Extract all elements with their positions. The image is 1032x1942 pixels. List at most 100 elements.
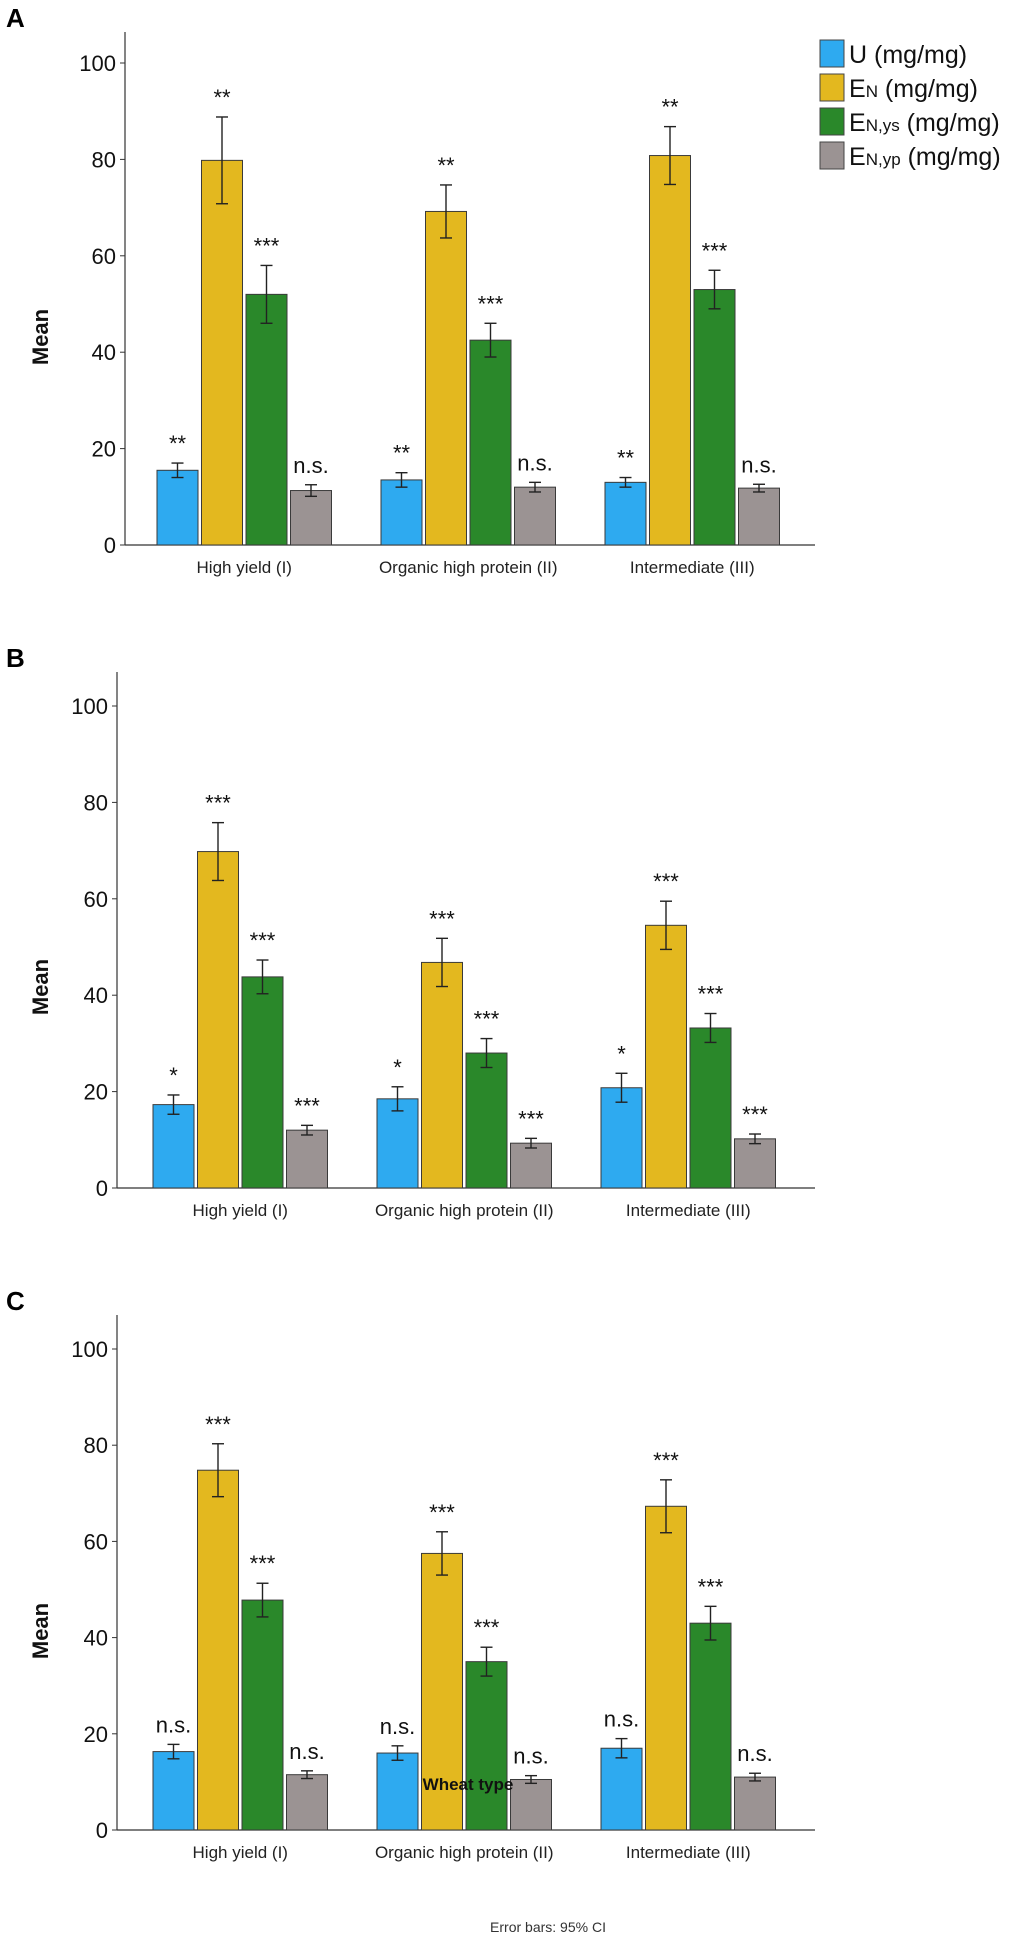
- x-category-label: Intermediate (III): [630, 558, 755, 577]
- significance-label: ***: [474, 1007, 500, 1032]
- bar-en-ys: [465, 1661, 508, 1831]
- bar-en: [197, 851, 239, 1189]
- significance-label: n.s.: [289, 1739, 324, 1764]
- bar-u: [376, 1752, 419, 1831]
- y-tick-label: 80: [92, 147, 116, 172]
- significance-label: **: [617, 446, 635, 471]
- significance-label: n.s.: [604, 1707, 639, 1732]
- bar-en-ys: [241, 976, 284, 1189]
- significance-label: n.s.: [293, 453, 328, 478]
- significance-label: *: [393, 1055, 402, 1080]
- significance-label: ***: [205, 791, 231, 816]
- bar-en-ys: [465, 1052, 508, 1189]
- x-axis-title: Wheat type: [423, 1775, 514, 1794]
- x-category-label: Intermediate (III): [626, 1201, 751, 1220]
- significance-label: ***: [474, 1615, 500, 1640]
- legend: U (mg/mg) EN (mg/mg) EN,ys (mg/mg) EN,yp…: [819, 39, 1001, 171]
- bar-u: [600, 1087, 643, 1189]
- bar-en-yp: [514, 486, 556, 546]
- significance-label: **: [661, 95, 679, 120]
- bar-en-yp: [510, 1778, 552, 1831]
- y-tick-label: 40: [84, 983, 108, 1008]
- x-category-label: High yield (I): [193, 1201, 288, 1220]
- y-tick-label: 40: [84, 1626, 108, 1651]
- y-tick-label: 100: [79, 51, 116, 76]
- legend-swatch-en-ys: [819, 107, 845, 136]
- panel-label: A: [6, 3, 25, 33]
- significance-label: ***: [653, 869, 679, 894]
- legend-label-en-ys: EN,ys (mg/mg): [849, 109, 1000, 137]
- y-tick-label: 80: [84, 1433, 108, 1458]
- bar-u: [152, 1751, 195, 1831]
- y-tick-label: 0: [96, 1818, 108, 1843]
- panel-c: C 0 20 40 60 80 100 Mean n.s. *** *** n.s. High yiel…: [6, 1286, 815, 1862]
- bar-en-ys: [689, 1027, 732, 1189]
- bar-en-yp: [286, 1129, 328, 1189]
- bar-en-ys: [693, 289, 736, 546]
- y-tick-label: 80: [84, 790, 108, 815]
- bar-en: [649, 155, 691, 546]
- bar-en-yp: [510, 1142, 552, 1189]
- significance-label: ***: [250, 928, 276, 953]
- y-axis-title: Mean: [28, 959, 53, 1015]
- x-category-label: Organic high protein (II): [379, 558, 558, 577]
- significance-label: *: [169, 1063, 178, 1088]
- bar-en-yp: [734, 1138, 776, 1189]
- significance-label: n.s.: [741, 452, 776, 477]
- significance-label: ***: [429, 1500, 455, 1525]
- y-tick-label: 0: [104, 533, 116, 558]
- bar-en-yp: [738, 487, 780, 546]
- y-tick-label: 60: [92, 244, 116, 269]
- bar-u: [380, 479, 423, 546]
- legend-swatch-en-yp: [819, 141, 845, 170]
- bar-en-ys: [689, 1622, 732, 1831]
- x-category-label: High yield (I): [193, 1843, 288, 1862]
- legend-label-en-yp: EN,yp (mg/mg): [849, 143, 1001, 171]
- legend-swatch-en: [819, 73, 845, 102]
- bar-en-yp: [734, 1776, 776, 1831]
- significance-label: ***: [653, 1448, 679, 1473]
- significance-label: ***: [254, 233, 280, 258]
- significance-label: ***: [698, 982, 724, 1007]
- y-tick-label: 60: [84, 1529, 108, 1554]
- significance-label: n.s.: [513, 1744, 548, 1769]
- y-axis-title: Mean: [28, 1603, 53, 1659]
- bar-en-yp: [286, 1774, 328, 1831]
- significance-label: n.s.: [156, 1712, 191, 1737]
- y-tick-label: 40: [92, 340, 116, 365]
- significance-label: ***: [698, 1574, 724, 1599]
- bar-en-ys: [469, 339, 512, 546]
- panel-label: B: [6, 643, 25, 673]
- bar-u: [152, 1104, 195, 1189]
- significance-label: n.s.: [517, 450, 552, 475]
- bar-en-yp: [290, 490, 332, 546]
- bar-u: [604, 481, 647, 546]
- significance-label: ***: [702, 238, 728, 263]
- bar-u: [156, 469, 199, 546]
- y-tick-label: 20: [84, 1722, 108, 1747]
- bar-u: [376, 1098, 419, 1189]
- y-tick-label: 20: [92, 437, 116, 462]
- significance-label: ***: [205, 1412, 231, 1437]
- bar-en: [421, 961, 463, 1189]
- bar-en: [425, 210, 467, 546]
- significance-label: ***: [294, 1093, 320, 1118]
- significance-label: ***: [250, 1551, 276, 1576]
- significance-label: ***: [429, 906, 455, 931]
- significance-label: *: [617, 1041, 626, 1066]
- bar-en: [197, 1469, 239, 1831]
- bar-en: [201, 159, 243, 546]
- y-tick-label: 20: [84, 1080, 108, 1105]
- significance-label: **: [169, 431, 187, 456]
- y-axis-title: Mean: [28, 309, 53, 365]
- significance-label: ***: [742, 1102, 768, 1127]
- footnote: Error bars: 95% CI: [490, 1919, 606, 1935]
- x-category-label: Organic high protein (II): [375, 1201, 554, 1220]
- y-tick-label: 100: [71, 694, 108, 719]
- bar-en: [645, 924, 687, 1189]
- significance-label: **: [213, 85, 231, 110]
